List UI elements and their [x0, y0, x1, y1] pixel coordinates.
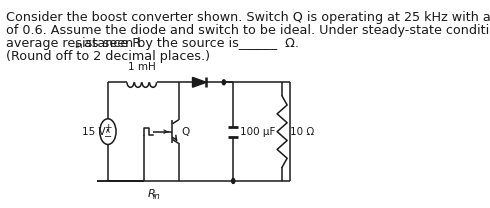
- Text: as seen by the source is______  Ω.: as seen by the source is______ Ω.: [80, 37, 299, 50]
- Text: average resistance R: average resistance R: [6, 37, 141, 50]
- Text: R: R: [147, 189, 155, 199]
- Text: 15 V: 15 V: [82, 127, 106, 137]
- Text: in: in: [153, 192, 161, 201]
- Text: 100 μF: 100 μF: [240, 127, 275, 137]
- Text: 1 mH: 1 mH: [128, 62, 156, 72]
- Polygon shape: [193, 77, 206, 87]
- Text: (Round off to 2 decimal places.): (Round off to 2 decimal places.): [6, 50, 210, 63]
- Text: of 0.6. Assume the diode and switch to be ideal. Under steady-state condition, t: of 0.6. Assume the diode and switch to b…: [6, 24, 490, 37]
- Text: 10 Ω: 10 Ω: [290, 127, 314, 137]
- Text: Consider the boost converter shown. Switch Q is operating at 25 kHz with a duty : Consider the boost converter shown. Swit…: [6, 11, 490, 24]
- Text: −: −: [104, 131, 112, 142]
- Circle shape: [232, 178, 235, 183]
- Text: Q: Q: [181, 127, 190, 137]
- Circle shape: [222, 80, 225, 85]
- Text: in: in: [74, 41, 83, 50]
- Text: +: +: [104, 123, 112, 132]
